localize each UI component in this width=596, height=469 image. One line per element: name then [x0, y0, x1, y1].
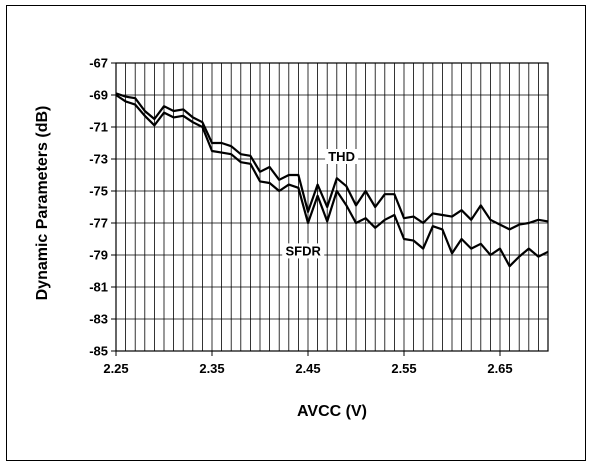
x-axis-ticks: 2.25 2.35 2.45 2.55 2.65: [103, 351, 513, 376]
series-label-background: [282, 243, 325, 259]
series-line-sfdr: [115, 94, 549, 268]
y-tick-label: -85: [89, 344, 108, 359]
plot-area: [115, 62, 549, 352]
x-tick-label: 2.45: [295, 361, 320, 376]
y-axis-ticks: -67 -69 -71 -73 -75 -77 -79 -81 -83 -85: [89, 56, 116, 359]
series-labels: THD SFDR: [282, 149, 359, 259]
y-tick-label: -71: [89, 120, 108, 135]
y-tick-label: -67: [89, 56, 108, 71]
series-line-thd: [115, 92, 549, 231]
x-tick-label: 2.65: [487, 361, 512, 376]
y-tick-label: -69: [89, 88, 108, 103]
series-label-thd: THD: [328, 149, 355, 164]
series-label-sfdr: SFDR: [286, 243, 322, 258]
y-axis-title: Dynamic Parameters (dB): [34, 106, 51, 301]
y-tick-label: -75: [89, 184, 108, 199]
y-tick-label: -77: [89, 216, 108, 231]
x-tick-label: 2.25: [103, 361, 128, 376]
series-label-background: [325, 149, 359, 164]
x-tick-label: 2.55: [391, 361, 416, 376]
y-tick-label: -81: [89, 280, 108, 295]
y-tick-label: -83: [89, 312, 108, 327]
series-lines: [115, 92, 549, 268]
y-tick-label: -79: [89, 248, 108, 263]
y-tick-label: -73: [89, 152, 108, 167]
x-axis-title: AVCC (V): [297, 403, 367, 420]
x-tick-label: 2.35: [199, 361, 224, 376]
figure-frame: [6, 5, 586, 461]
